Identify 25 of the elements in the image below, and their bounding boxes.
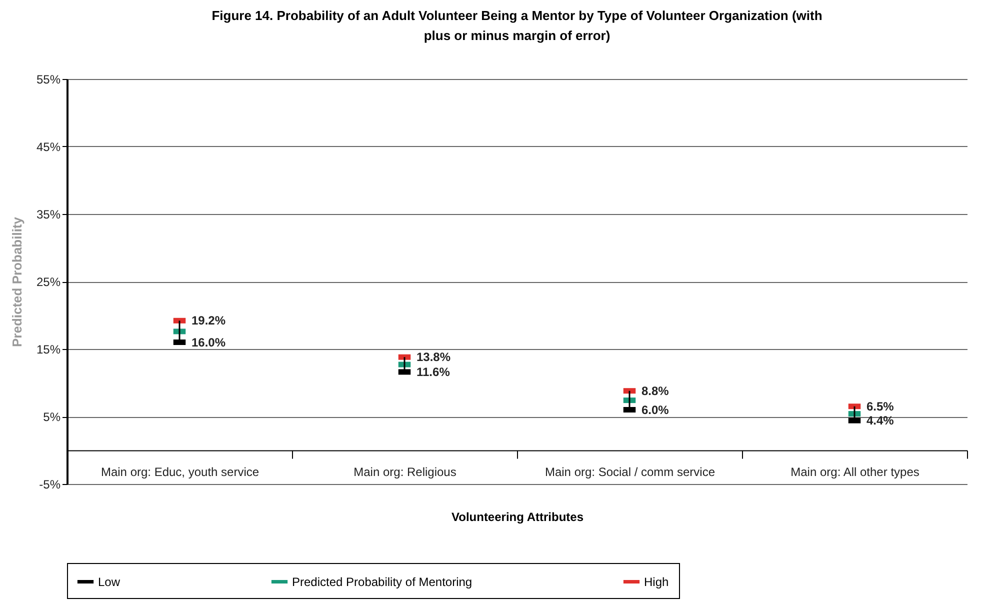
y-tick-label: 45% [36,140,61,154]
x-tick-label: Main org: Educ, youth service [100,464,260,479]
data-label: 16.0% [192,335,226,350]
x-tick-label: Main org: All other types [790,464,920,479]
legend-label: Low [98,574,120,589]
data-label: 6.5% [866,399,894,414]
y-tick-label: 25% [36,275,61,289]
data-label: 4.4% [866,414,894,428]
data-label: 11.6% [416,364,450,379]
y-tick-label: -5% [39,478,61,492]
data-label: 6.0% [642,402,670,417]
data-label: 13.8% [416,350,451,364]
chart-title: Figure 14. Probability of an Adult Volunteer Being a Mentor by Type of Volunteer Organization (with plus or minus margin of error) [212,8,822,43]
y-tick-label: 35% [36,208,61,222]
data-label: 8.8% [642,384,670,398]
legend-label: Predicted Probability of Mentoring [292,574,472,589]
y-tick-label: 5% [43,410,61,424]
x-tick-label: Main org: Social / comm service [544,464,716,479]
x-axis-title: Volunteering Attributes [452,510,584,524]
y-tick-label: 55% [36,72,61,86]
data-label: 19.2% [192,314,226,328]
y-tick-label: 15% [36,342,61,356]
legend-label: High [644,574,669,589]
x-tick-label: Main org: Religious [354,464,456,479]
y-axis-title: Predicted Probability [9,216,24,348]
